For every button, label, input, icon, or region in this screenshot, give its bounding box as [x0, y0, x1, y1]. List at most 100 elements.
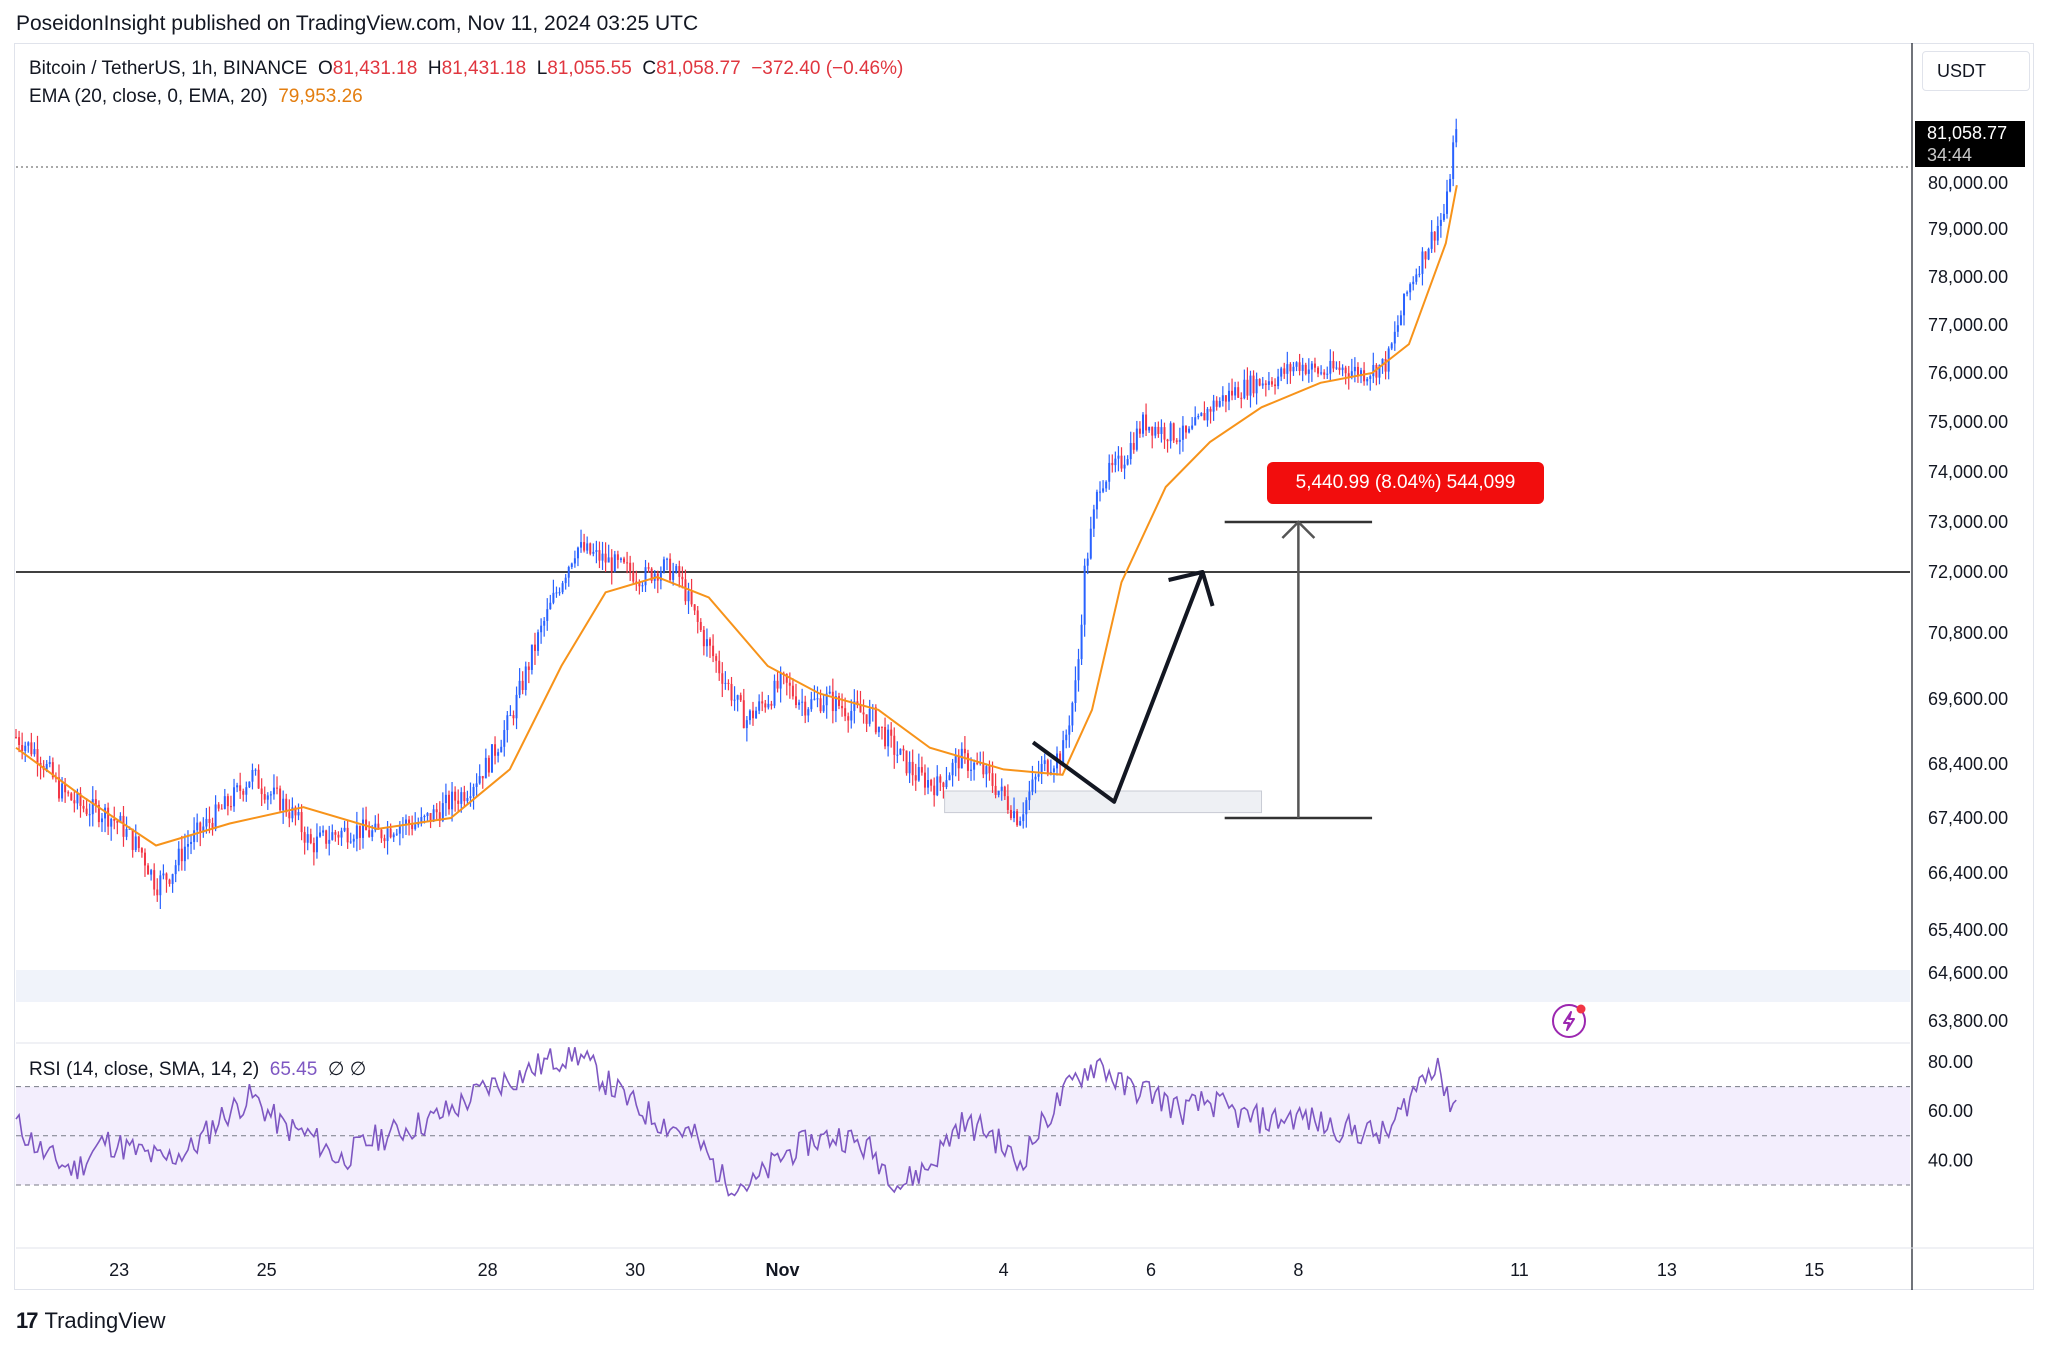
- candle-body: [377, 823, 380, 830]
- ema-label: EMA (20, close, 0, EMA, 20): [29, 86, 268, 107]
- ema-legend[interactable]: EMA (20, close, 0, EMA, 20) 79,953.26: [29, 86, 363, 108]
- candle-body: [1258, 379, 1261, 386]
- candle-body: [196, 822, 199, 831]
- candle-body: [678, 566, 681, 577]
- candle-body: [730, 683, 733, 701]
- lightning-bolt-icon[interactable]: [1552, 1004, 1586, 1038]
- candle-body: [785, 674, 788, 683]
- candle-body: [1215, 400, 1218, 407]
- time-tick-label: 28: [478, 1260, 498, 1280]
- price-pane: [15, 118, 1910, 1002]
- candle-body: [610, 557, 613, 572]
- candle-body: [143, 852, 146, 866]
- candle-body: [39, 762, 42, 767]
- candle-body: [48, 762, 51, 765]
- candle-body: [24, 745, 27, 752]
- symbol-legend[interactable]: Bitcoin / TetherUS, 1h, BINANCE O81,431.…: [29, 58, 903, 80]
- candle-body: [1105, 481, 1108, 489]
- candle-body: [549, 602, 552, 610]
- candle-body: [659, 571, 662, 581]
- candle-body: [1369, 376, 1372, 379]
- price-tick-label: 63,800.00: [1928, 1011, 2008, 1031]
- candle-body: [635, 581, 638, 583]
- candle-body: [512, 715, 515, 719]
- candle-body: [1427, 248, 1430, 260]
- candle-body: [266, 795, 269, 800]
- candle-body: [994, 785, 997, 795]
- candle-body: [540, 625, 543, 633]
- candle-body: [1218, 400, 1221, 407]
- candle-body: [874, 707, 877, 733]
- candle-body: [1418, 273, 1421, 275]
- candle-body: [61, 783, 64, 799]
- candle-body: [1108, 462, 1111, 482]
- candle-body: [147, 865, 150, 875]
- candle-body: [1114, 458, 1117, 466]
- candle-body: [573, 558, 576, 564]
- candle-body: [1227, 390, 1230, 402]
- candle-body: [788, 682, 791, 686]
- candle-body: [214, 804, 217, 829]
- candle-body: [140, 848, 143, 853]
- candle-body: [982, 762, 985, 775]
- candle-body: [1286, 364, 1289, 374]
- candle-body: [1249, 375, 1252, 396]
- candle-body: [1298, 362, 1301, 371]
- candle-body: [1028, 791, 1031, 801]
- candle-body: [816, 698, 819, 700]
- candle-body: [94, 799, 97, 805]
- candle-body: [936, 776, 939, 796]
- candle-body: [389, 828, 392, 838]
- price-tick-label: 66,400.00: [1928, 863, 2008, 883]
- candle-body: [773, 680, 776, 706]
- measure-label[interactable]: 5,440.99 (8.04%) 544,099: [1267, 462, 1544, 504]
- candle-body: [334, 832, 337, 835]
- candle-body: [552, 592, 555, 603]
- candle-body: [896, 754, 899, 756]
- candle-body: [702, 629, 705, 647]
- time-tick-label: 4: [999, 1260, 1009, 1280]
- candle-body: [831, 691, 834, 712]
- candle-body: [438, 812, 441, 821]
- candle-body: [1169, 423, 1172, 442]
- candle-body: [159, 875, 162, 896]
- candle-body: [626, 562, 629, 564]
- candle-body: [592, 551, 595, 554]
- candle-body: [1335, 367, 1338, 369]
- candle-body: [352, 838, 355, 842]
- candle-body: [76, 793, 79, 804]
- candle-body: [825, 693, 828, 706]
- rsi-legend[interactable]: RSI (14, close, SMA, 14, 2) 65.45 ∅ ∅: [29, 1058, 366, 1081]
- currency-button[interactable]: USDT: [1922, 51, 2030, 91]
- candle-body: [1022, 814, 1025, 822]
- candle-body: [1378, 364, 1381, 378]
- candle-body: [761, 701, 764, 704]
- candle-body: [349, 841, 352, 843]
- candle-body: [1089, 528, 1092, 559]
- candle-body: [362, 819, 365, 838]
- candle-body: [641, 585, 644, 587]
- candle-body: [804, 701, 807, 716]
- candle-body: [902, 748, 905, 751]
- trend-arrow[interactable]: [1031, 571, 1205, 804]
- candle-body: [128, 828, 131, 830]
- support-zone[interactable]: [944, 790, 1263, 814]
- candle-body: [1320, 372, 1323, 374]
- bar-countdown: 34:44: [1927, 145, 1973, 165]
- candle-body: [583, 542, 586, 551]
- candle-body: [1442, 213, 1445, 220]
- candle-body: [1341, 367, 1344, 371]
- candle-body: [306, 834, 309, 843]
- candle-body: [503, 730, 506, 747]
- candle-body: [131, 828, 134, 850]
- footer[interactable]: 17 TradingView: [16, 1308, 166, 1334]
- candle-body: [893, 735, 896, 755]
- candle-body: [263, 794, 266, 800]
- candle-body: [914, 775, 917, 781]
- candle-body: [877, 726, 880, 733]
- candle-body: [1206, 408, 1209, 421]
- candle-body: [518, 680, 521, 695]
- candle-body: [346, 827, 349, 843]
- candle-body: [819, 698, 822, 712]
